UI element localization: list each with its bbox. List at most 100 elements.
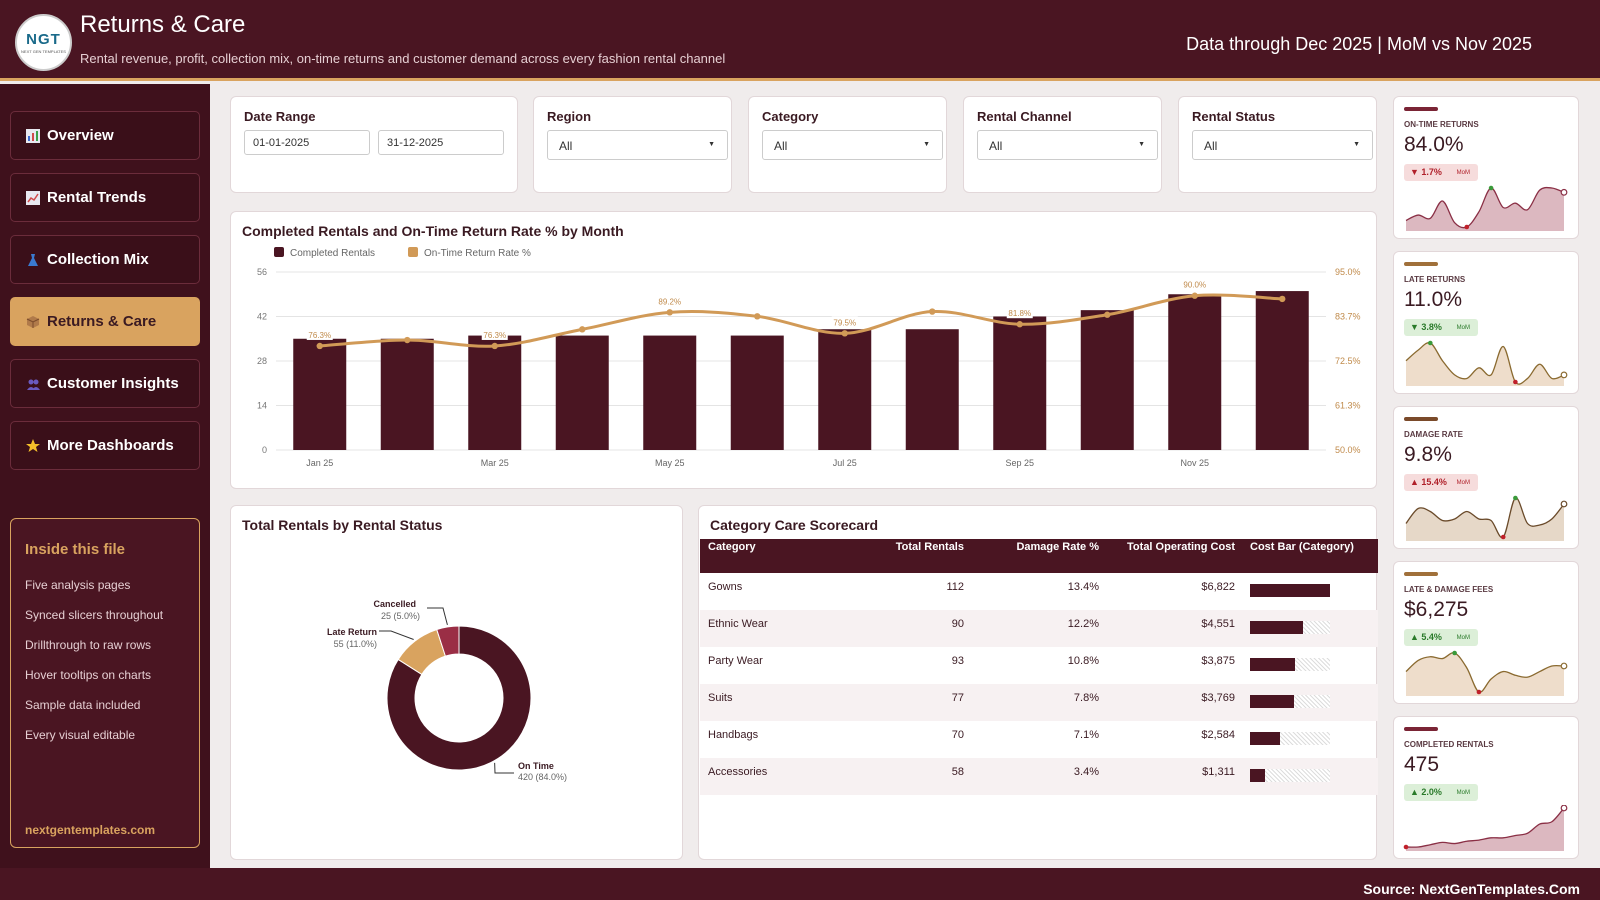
sparkline-min-marker (1464, 224, 1470, 230)
cell-rentals: 112 (946, 581, 964, 593)
sidebar-item-rental-trends[interactable]: Rental Trends (10, 173, 200, 222)
y-left-tick: 42 (257, 312, 267, 322)
table-row[interactable]: Ethnic Wear 90 12.2% $4,551 (700, 610, 1378, 647)
kpi-sparkline[interactable] (1403, 495, 1571, 543)
bar-chart-icon (25, 128, 41, 143)
column-header[interactable]: Total Operating Cost (1127, 541, 1235, 553)
cell-damage-rate: 7.8% (1073, 692, 1099, 704)
ontime-rate-point[interactable] (579, 326, 586, 333)
start-date-input[interactable]: 01-01-2025 (244, 130, 370, 155)
sidebar-item-more-dashboards[interactable]: More Dashboards (10, 421, 200, 470)
donut-label-name: Cancelled (373, 599, 416, 609)
point-label-bg (1006, 307, 1033, 319)
ontime-rate-point[interactable] (1016, 321, 1023, 328)
kpi-sparkline[interactable] (1403, 650, 1571, 698)
sparkline-last-marker (1560, 662, 1568, 670)
ontime-rate-point[interactable] (491, 342, 498, 350)
bar-nov-25[interactable] (1168, 294, 1222, 450)
kpi-change-badge: ▲ 15.4% MoM (1404, 474, 1478, 491)
end-date-input[interactable]: 31-12-2025 (378, 130, 504, 155)
table-row[interactable]: Accessories 58 3.4% $1,311 (700, 758, 1378, 795)
donut-label-name: On Time (518, 761, 554, 771)
caret-down-icon: ▼ (1138, 141, 1145, 148)
people-icon (25, 377, 41, 391)
donut-slice-on-time[interactable] (386, 625, 532, 771)
kpi-card-damage-rate[interactable]: DAMAGE RATE 9.8% ▲ 15.4% MoM (1393, 406, 1579, 549)
ontime-rate-point[interactable] (841, 330, 848, 337)
kpi-sparkline[interactable] (1403, 185, 1571, 233)
cell-category: Party Wear (708, 655, 763, 667)
y-right-tick: 72.5% (1335, 356, 1361, 366)
company-logo[interactable]: NGT NEXT GEN TEMPLATES (15, 14, 72, 71)
bar-feb-25[interactable] (380, 338, 434, 450)
ontime-rate-point[interactable] (929, 308, 936, 315)
ontime-rate-point[interactable] (404, 336, 411, 344)
region-select[interactable]: All ▼ (547, 130, 728, 160)
bar-jun-25[interactable] (730, 335, 784, 450)
ontime-rate-point[interactable] (754, 313, 761, 320)
bar-apr-25[interactable] (555, 335, 609, 450)
bar-sep-25[interactable] (993, 316, 1047, 451)
cell-category: Suits (708, 692, 733, 704)
kpi-card-on-time-returns[interactable]: ON-TIME RETURNS 84.0% ▼ 1.7% MoM (1393, 96, 1579, 239)
kpi-label: ON-TIME RETURNS (1404, 120, 1479, 129)
caret-down-icon: ▼ (1353, 141, 1360, 148)
legend-label-ontime[interactable]: On-Time Return Rate % (424, 248, 531, 259)
table-row[interactable]: Gowns 112 13.4% $6,822 (700, 573, 1378, 610)
ontime-rate-point[interactable] (1191, 292, 1198, 299)
bar-jul-25[interactable] (818, 329, 872, 450)
table-row[interactable]: Party Wear 93 10.8% $3,875 (700, 647, 1378, 684)
scorecard-table: Category Total Rentals Damage Rate % Tot… (700, 539, 1378, 795)
bar-mar-25[interactable] (468, 335, 522, 450)
bar-jan-25[interactable] (293, 338, 347, 450)
point-label-bg (306, 328, 333, 340)
ontime-rate-line[interactable] (319, 293, 1283, 348)
cell-category: Handbags (708, 729, 759, 741)
cost-bar-track (1250, 658, 1330, 671)
kpi-sparkline[interactable] (1403, 340, 1571, 388)
status-select[interactable]: All ▼ (1192, 130, 1373, 160)
table-row[interactable]: Handbags 70 7.1% $2,584 (700, 721, 1378, 758)
cost-bar-track (1250, 695, 1330, 708)
table-row[interactable]: Suits 77 7.8% $3,769 (700, 684, 1378, 721)
select-value: All (989, 139, 1003, 153)
point-label: 89.2% (658, 297, 681, 306)
info-item: Synced slicers throughout (25, 608, 164, 622)
sidebar-item-collection-mix[interactable]: Collection Mix (10, 235, 200, 284)
sidebar-item-returns-care[interactable]: Returns & Care (10, 297, 200, 346)
point-label-bg (1181, 278, 1208, 290)
point-label: 90.0% (1183, 281, 1206, 290)
legend-label-completed[interactable]: Completed Rentals (290, 248, 375, 259)
cell-rentals: 58 (951, 766, 964, 778)
logo-text: NGT (26, 31, 61, 48)
ontime-rate-point[interactable] (316, 342, 323, 350)
website-link[interactable]: nextgentemplates.com (25, 823, 156, 837)
sparkline-last-marker (1560, 805, 1568, 812)
column-header[interactable]: Category (708, 541, 756, 553)
bar-aug-25[interactable] (905, 329, 959, 450)
bar-may-25[interactable] (643, 335, 697, 450)
bar-dec-25[interactable] (1255, 291, 1309, 450)
kpi-card-completed-rentals[interactable]: COMPLETED RENTALS 475 ▲ 2.0% MoM (1393, 716, 1579, 859)
sidebar-item-overview[interactable]: Overview (10, 111, 200, 160)
kpi-card-late-damage-fees[interactable]: LATE & DAMAGE FEES $6,275 ▲ 5.4% MoM (1393, 561, 1579, 704)
sidebar-item-customer-insights[interactable]: Customer Insights (10, 359, 200, 408)
kpi-card-late-returns[interactable]: LATE RETURNS 11.0% ▼ 3.8% MoM (1393, 251, 1579, 394)
sparkline-last-marker (1560, 188, 1568, 196)
ontime-rate-point[interactable] (1279, 295, 1286, 303)
column-header[interactable]: Total Rentals (895, 541, 964, 553)
channel-select[interactable]: All ▼ (977, 130, 1158, 160)
ontime-rate-point[interactable] (1104, 311, 1111, 318)
kpi-mom-label: MoM (1456, 325, 1470, 331)
x-tick-label: Jul 25 (833, 458, 857, 468)
kpi-sparkline[interactable] (1403, 805, 1571, 853)
category-select[interactable]: All ▼ (762, 130, 943, 160)
column-header[interactable]: Damage Rate % (1016, 541, 1099, 553)
ontime-rate-point[interactable] (666, 309, 673, 316)
donut-slice-cancelled[interactable] (436, 625, 460, 657)
column-header[interactable]: Cost Bar (Category) (1250, 541, 1354, 553)
cell-rentals: 77 (951, 692, 964, 704)
bar-oct-25[interactable] (1080, 310, 1134, 450)
combo-chart[interactable]: Completed Rentals On-Time Return Rate % 0 5… (231, 212, 1376, 488)
